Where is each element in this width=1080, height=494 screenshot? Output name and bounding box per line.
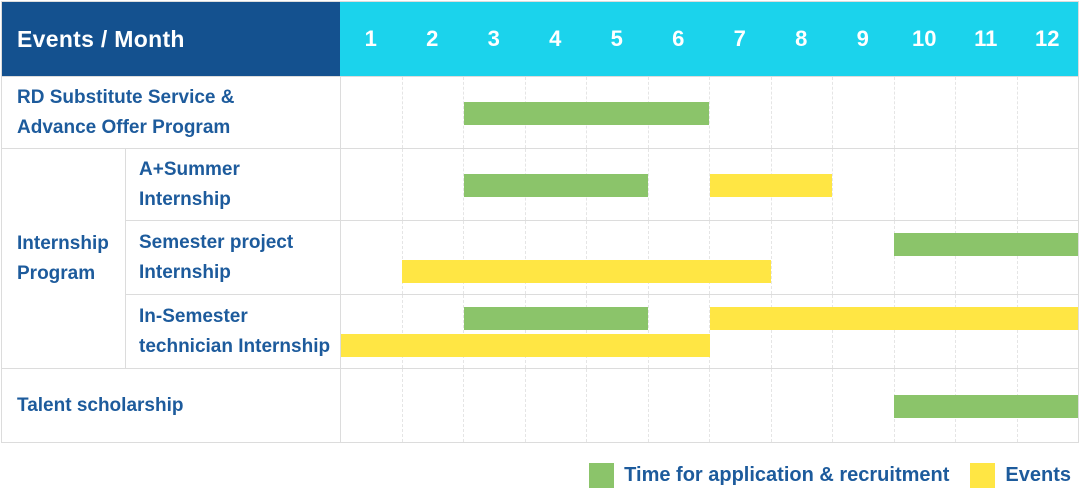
month-gridline [955, 295, 1017, 368]
month-gridline [770, 295, 833, 368]
month-gridline [770, 221, 833, 294]
month-label: 6 [672, 26, 685, 51]
month-gridline [524, 295, 587, 368]
gantt-bar-green [893, 394, 1078, 418]
month-gridline [893, 295, 956, 368]
month-gridline [401, 77, 464, 148]
month-gridline [341, 295, 402, 368]
month-gridline [955, 221, 1017, 294]
legend-swatch-yellow [970, 463, 996, 488]
month-gridline [341, 221, 402, 294]
month-gridline [463, 149, 525, 220]
month-gridline [647, 149, 710, 220]
gantt-bar-green [463, 101, 710, 125]
month-gridline [401, 295, 464, 368]
row-label: In-Semester technician Internship [125, 294, 340, 368]
month-gridline [341, 77, 402, 148]
month-gridline [832, 295, 894, 368]
legend-label: Time for application & recruitment [624, 464, 950, 486]
month-gridline [893, 149, 956, 220]
row-timeline [340, 76, 1078, 148]
row-timeline [340, 148, 1078, 220]
month-label: 3 [487, 26, 500, 51]
month-gridline [1016, 77, 1079, 148]
month-label: 5 [610, 26, 623, 51]
month-gridline [463, 295, 525, 368]
row-timeline [340, 294, 1078, 368]
month-gridline [832, 77, 894, 148]
month-label: 7 [733, 26, 746, 51]
month-gridline [401, 221, 464, 294]
month-label: 10 [912, 26, 937, 51]
month-gridline [524, 369, 587, 442]
gantt-bar-yellow [341, 334, 710, 357]
legend-item: Time for application & recruitment [589, 463, 949, 488]
month-label: 9 [856, 26, 869, 51]
month-gridline [955, 149, 1017, 220]
table-header-title: Events / Month [2, 2, 340, 76]
month-gridline [401, 369, 464, 442]
month-gridline [893, 77, 956, 148]
month-gridline [955, 77, 1017, 148]
legend-item: Events [970, 463, 1071, 488]
gantt-bar-green [463, 307, 649, 330]
month-label: 12 [1035, 26, 1060, 51]
month-gridline [832, 221, 894, 294]
schedule-table: Events / Month 1 2 3 4 5 6 7 8 9 10 11 12 RD Substi… [1, 1, 1079, 443]
month-label: 2 [426, 26, 439, 51]
month-gridline [586, 221, 648, 294]
month-gridline [893, 221, 956, 294]
month-gridline [647, 295, 710, 368]
month-gridline [463, 221, 525, 294]
month-gridline [832, 149, 894, 220]
month-gridline [401, 149, 464, 220]
row-label: Semester project Internship [125, 220, 340, 294]
month-label: 8 [795, 26, 808, 51]
month-gridline [709, 149, 771, 220]
gantt-bar-green [463, 173, 649, 197]
legend-swatch-green [589, 463, 615, 488]
month-gridline [586, 369, 648, 442]
month-gridline [341, 149, 402, 220]
month-label: 4 [549, 26, 562, 51]
row-timeline [340, 368, 1078, 442]
month-gridline [586, 295, 648, 368]
month-gridline [341, 369, 402, 442]
row-timeline [340, 220, 1078, 294]
month-gridline [1016, 221, 1079, 294]
gantt-bar-yellow [709, 173, 833, 197]
month-gridline [463, 77, 525, 148]
month-label: 11 [974, 26, 998, 51]
row-label: Talent scholarship [2, 368, 340, 442]
gantt-bar-yellow [402, 260, 771, 283]
month-gridline [709, 77, 771, 148]
row-label: RD Substitute Service & Advance Offer Pr… [2, 76, 340, 148]
month-gridline [1016, 295, 1079, 368]
month-gridline [647, 221, 710, 294]
gantt-bar-yellow [709, 307, 1078, 330]
month-label: 1 [364, 26, 377, 51]
gantt-bar-green [893, 233, 1078, 256]
month-gridline [709, 369, 771, 442]
month-gridline [832, 369, 894, 442]
month-gridline [647, 369, 710, 442]
month-gridline [709, 295, 771, 368]
month-gridline [709, 221, 771, 294]
legend: Time for application & recruitment Events [568, 463, 1071, 488]
month-gridline [770, 77, 833, 148]
legend-label: Events [1005, 464, 1071, 486]
month-gridline [463, 369, 525, 442]
month-gridline [524, 221, 587, 294]
month-gridline [770, 369, 833, 442]
row-label: A+Summer Internship [125, 148, 340, 220]
group-label: Internship Program [2, 148, 125, 368]
month-gridline [1016, 149, 1079, 220]
month-header-row: 1 2 3 4 5 6 7 8 9 10 11 12 [340, 2, 1078, 76]
